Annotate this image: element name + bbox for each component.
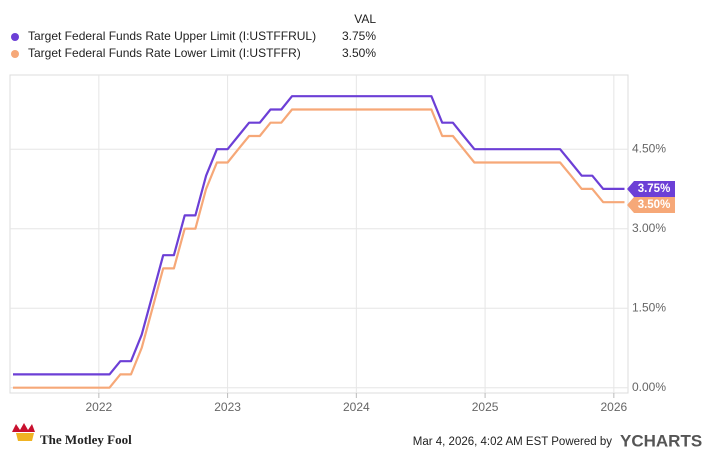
- end-tag: [627, 180, 675, 197]
- x-tick-label: 2026: [600, 400, 627, 414]
- source-note: Mar 4, 2026, 4:02 AM EST Powered by: [413, 436, 612, 448]
- brand-logo: The Motley Fool: [12, 423, 132, 447]
- end-tag-label: 3.75%: [638, 183, 671, 195]
- series-line: [13, 108, 625, 389]
- series-line: [13, 95, 625, 376]
- x-tick-label: 2022: [85, 400, 112, 414]
- y-tick-label: 3.00%: [632, 221, 666, 235]
- legend-value: 3.75%: [342, 29, 376, 43]
- value-header: VAL: [354, 12, 376, 26]
- x-tick-label: 2024: [343, 400, 370, 414]
- legend-label: Target Federal Funds Rate Lower Limit (I…: [28, 46, 301, 60]
- y-tick-label: 4.50%: [632, 141, 666, 155]
- y-tick-label: 1.50%: [632, 300, 666, 314]
- logo-icon: [12, 423, 35, 432]
- plot-area: [9, 74, 629, 394]
- legend-value: 3.50%: [342, 46, 376, 60]
- end-tag-label: 3.50%: [638, 199, 671, 211]
- legend-marker: [11, 33, 19, 41]
- x-tick-label: 2025: [472, 400, 499, 414]
- legend-label: Target Federal Funds Rate Upper Limit (I…: [28, 29, 316, 43]
- end-tag: [627, 196, 675, 213]
- x-tick-label: 2023: [214, 400, 241, 414]
- legend-marker: [11, 50, 19, 58]
- brand-name: The Motley Fool: [40, 432, 132, 447]
- logo-icon: [16, 433, 34, 441]
- y-tick-label: 0.00%: [632, 380, 666, 394]
- provider-logo: YCHARTS: [620, 431, 702, 450]
